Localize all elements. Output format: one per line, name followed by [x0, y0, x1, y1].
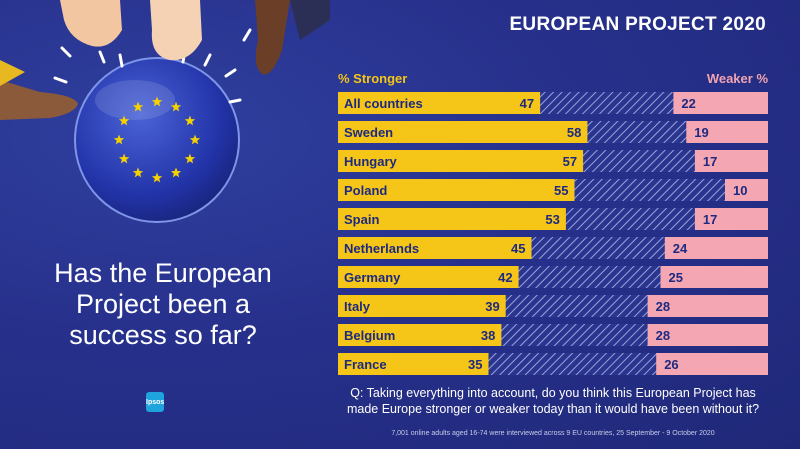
category-label: Belgium — [344, 328, 395, 343]
survey-question: Q: Taking everything into account, do yo… — [346, 386, 760, 416]
weaker-value-label: 17 — [703, 154, 717, 169]
stronger-value-label: 55 — [554, 183, 568, 198]
chart-title: EUROPEAN PROJECT 2020 — [509, 14, 766, 35]
bar-weaker — [686, 121, 768, 143]
bar-stronger — [338, 295, 506, 317]
weaker-value-label: 25 — [669, 270, 683, 285]
bar-weaker — [673, 92, 768, 114]
bar-weaker — [725, 179, 768, 201]
weaker-value-label: 24 — [673, 241, 688, 256]
category-label: Spain — [344, 212, 379, 227]
stronger-value-label: 35 — [468, 357, 482, 372]
stronger-value-label: 38 — [481, 328, 495, 343]
weaker-value-label: 17 — [703, 212, 717, 227]
bar-weaker — [656, 353, 768, 375]
category-label: Sweden — [344, 125, 393, 140]
bar-stronger — [338, 353, 489, 375]
weaker-value-label: 28 — [656, 328, 670, 343]
stronger-value-label: 57 — [563, 154, 577, 169]
stronger-value-label: 42 — [498, 270, 512, 285]
category-label: Poland — [344, 183, 387, 198]
stronger-value-label: 53 — [545, 212, 559, 227]
bar-weaker — [694, 208, 768, 230]
category-label: All countries — [344, 96, 423, 111]
bar-weaker — [647, 295, 768, 317]
stronger-value-label: 58 — [567, 125, 581, 140]
bar-stronger — [338, 266, 519, 288]
bar-stronger — [338, 92, 541, 114]
category-label: Italy — [344, 299, 371, 314]
bar-stronger — [338, 324, 502, 346]
eu-globe-illustration — [0, 0, 330, 223]
stronger-value-label: 39 — [485, 299, 499, 314]
ipsos-logo: Ipsos — [146, 392, 164, 412]
bar-stronger — [338, 237, 532, 259]
category-label: Germany — [344, 270, 401, 285]
legend-stronger: % Stronger — [338, 71, 408, 86]
weaker-value-label: 19 — [694, 125, 708, 140]
weaker-value-label: 10 — [733, 183, 747, 198]
weaker-value-label: 22 — [681, 96, 695, 111]
category-label: France — [344, 357, 387, 372]
globe-icon — [74, 57, 240, 223]
bar-stronger — [338, 150, 584, 172]
category-label: Netherlands — [344, 241, 419, 256]
legend-weaker: Weaker % — [706, 71, 768, 86]
hands-icon — [0, 0, 330, 120]
weaker-value-label: 28 — [656, 299, 670, 314]
bar-weaker — [647, 324, 768, 346]
stronger-value-label: 47 — [520, 96, 534, 111]
bar-stronger — [338, 179, 575, 201]
bar-weaker — [694, 150, 768, 172]
headline: Has the European Project been a success … — [54, 258, 272, 350]
bar-weaker — [660, 266, 768, 288]
eu-stars-icon — [113, 96, 201, 183]
bar-stronger — [338, 121, 588, 143]
weaker-value-label: 26 — [664, 357, 678, 372]
footnote: 7,001 online adults aged 16-74 were inte… — [391, 430, 715, 437]
bar-weaker — [664, 237, 768, 259]
category-label: Hungary — [344, 154, 398, 169]
bar-stronger — [338, 208, 566, 230]
stronger-value-label: 45 — [511, 241, 525, 256]
